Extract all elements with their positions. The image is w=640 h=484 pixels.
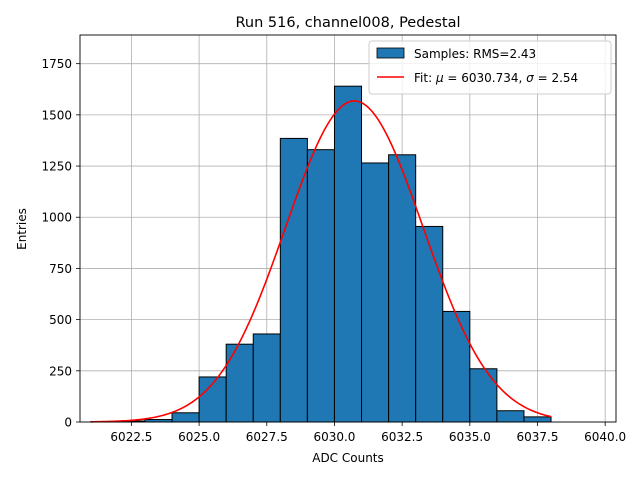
y-axis-label: Entries [15,208,29,250]
histogram-bar [307,150,334,422]
legend-swatch-samples [377,48,404,58]
legend-label-samples: Samples: RMS=2.43 [414,47,536,61]
x-tick-label: 6040.0 [584,430,626,444]
y-tick-label: 250 [49,364,72,378]
x-tick-label: 6025.0 [178,430,220,444]
x-axis-label: ADC Counts [312,451,384,465]
histogram-bar [334,86,361,422]
y-tick-label: 1000 [41,211,72,225]
y-tick-label: 500 [49,313,72,327]
legend-label-fit: Fit: μ = 6030.734, σ = 2.54 [414,71,578,85]
y-tick-label: 0 [64,416,72,430]
x-tick-label: 6030.0 [313,430,355,444]
y-tick-label: 1500 [41,108,72,122]
legend-fit-text-3: = 2.54 [534,71,578,85]
histogram-bar [226,344,253,422]
histogram-bar [497,411,524,422]
y-tick-label: 1250 [41,160,72,174]
x-tick-label: 6037.5 [516,430,558,444]
histogram-bar [253,334,280,422]
y-tick-label: 750 [49,262,72,276]
legend-fit-text-2: = 6030.734, [444,71,527,85]
histogram-bar [443,311,470,422]
x-tick-label: 6027.5 [246,430,288,444]
histogram-bar [172,413,199,422]
y-tick-label: 1750 [41,57,72,71]
legend-fit-text-1: Fit: [414,71,436,85]
histogram-bar [416,226,443,422]
legend: Samples: RMS=2.43 Fit: μ = 6030.734, σ =… [369,41,611,94]
legend-fit-mu-symbol: μ [435,71,444,85]
x-tick-label: 6035.0 [449,430,491,444]
histogram-bar [362,163,389,422]
chart-title: Run 516, channel008, Pedestal [235,15,460,31]
x-tick-label: 6022.5 [110,430,152,444]
histogram-bar [280,138,307,422]
histogram-bar [470,369,497,422]
histogram-bar [524,417,551,422]
x-tick-label: 6032.5 [381,430,423,444]
